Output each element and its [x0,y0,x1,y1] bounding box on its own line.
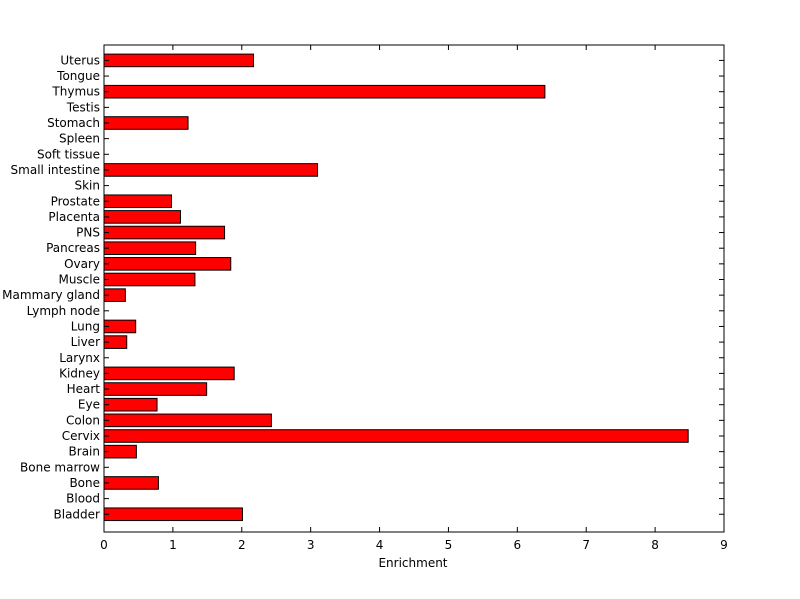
y-tick-label: Bladder [54,507,101,521]
y-tick-label: Muscle [58,273,100,287]
y-tick-label: Lung [71,319,100,333]
y-tick-label: Pancreas [46,241,100,255]
y-tick-label: Liver [71,335,101,349]
x-tick-label: 0 [100,538,108,552]
bar-colon [103,413,272,428]
bar-thymus [103,84,546,99]
x-tick-label: 3 [307,538,315,552]
y-tick-label: Bone marrow [20,460,100,474]
x-tick-label: 5 [445,538,453,552]
x-tick-label: 1 [169,538,177,552]
bar-kidney [103,366,235,381]
y-tick-label: Brain [69,445,100,459]
bar-bone [103,476,159,490]
bar-uterus [103,53,254,68]
bar-muscle [103,272,196,287]
y-tick-label: Mammary gland [2,288,100,302]
bar-eye [103,397,158,412]
y-tick-label: Lymph node [27,304,100,318]
x-tick-label: 9 [720,538,728,552]
x-tick-label: 4 [376,538,384,552]
y-tick-label: Blood [66,492,100,506]
y-tick-label: Eye [78,398,100,412]
bar-ovary [103,257,232,271]
y-tick-label: Placenta [48,210,100,224]
bar-heart [103,382,208,396]
bar-prostate [103,194,173,209]
y-tick-label: Prostate [51,194,100,208]
plot-area [104,45,724,532]
y-tick-label: Kidney [59,366,100,380]
bar-cervix [103,429,689,443]
y-tick-label: Bone [69,476,100,490]
y-tick-label: Thymus [51,85,100,99]
y-tick-label: Uterus [60,53,100,67]
y-tick-label: Ovary [64,257,100,271]
y-tick-label: Skin [74,179,100,193]
y-tick-label: Stomach [47,116,100,130]
bar-small-intestine [103,163,319,177]
y-tick-label: Cervix [62,429,100,443]
y-tick-label: Soft tissue [37,147,100,161]
y-tick-label: PNS [76,226,100,240]
bar-placenta [103,210,181,224]
y-tick-label: Tongue [56,69,100,83]
x-axis-label: Enrichment [378,556,447,570]
y-tick-label: Larynx [59,351,100,365]
bar-bladder [103,507,243,522]
x-axis-ticks: 0 1 2 3 4 5 6 7 8 9 [100,45,728,552]
x-tick-label: 8 [651,538,659,552]
y-tick-label: Spleen [59,132,100,146]
bar-stomach [103,116,189,130]
y-tick-label: Small intestine [11,163,100,177]
y-tick-label: Heart [67,382,101,396]
y-tick-label: Colon [66,413,100,427]
x-tick-label: 2 [238,538,246,552]
y-tick-label: Testis [66,100,100,114]
bar-pancreas [103,241,197,255]
x-tick-label: 6 [514,538,522,552]
bar-pns [103,225,226,240]
x-tick-label: 7 [582,538,590,552]
axes-box [103,44,725,533]
